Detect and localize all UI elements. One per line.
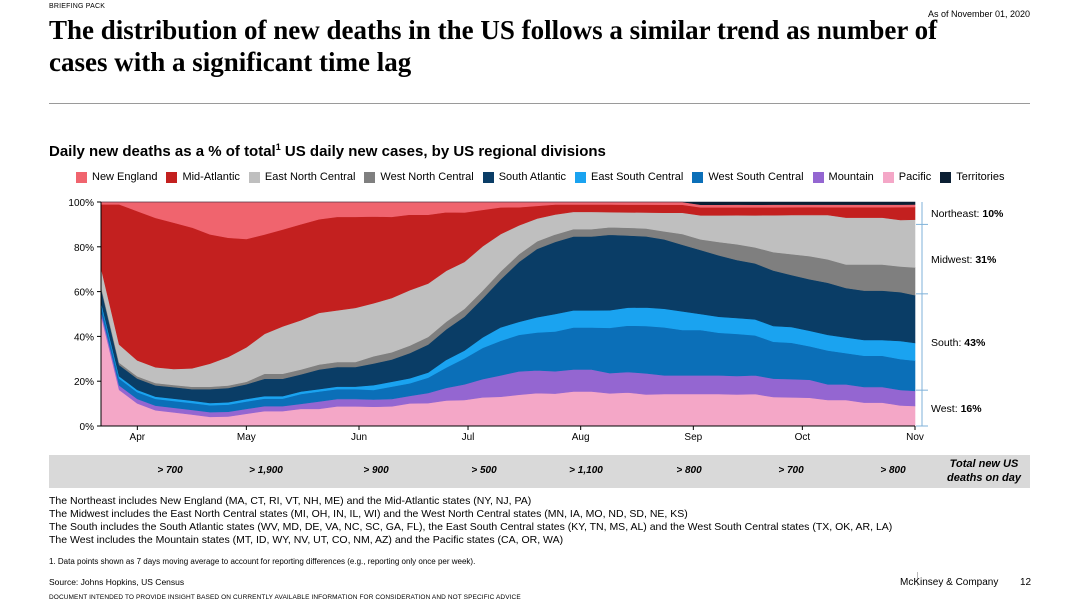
region-share-northeast: 10% (982, 208, 1004, 220)
chart-title: Daily new deaths as a % of total1 US dai… (49, 142, 606, 160)
disclaimer: DOCUMENT INTENDED TO PROVIDE INSIGHT BAS… (49, 594, 521, 601)
region-label-midwest: Midwest: 31% (931, 254, 997, 266)
legend-swatch-territories (940, 171, 952, 183)
legend-label-pacific: Pacific (898, 171, 932, 183)
band-value-3: > 900 (363, 465, 389, 476)
region-share-south: 43% (964, 337, 986, 349)
y-tick-label-0: 0% (80, 422, 95, 433)
y-tick-label-80: 80% (74, 243, 94, 254)
band-value-1: > 700 (157, 465, 183, 476)
x-tick-label-oct: Oct (795, 432, 811, 443)
x-tick-label-may: May (237, 432, 256, 443)
chart-title-rest: US daily new cases, by US regional divis… (280, 143, 606, 160)
region-label-west: West: 16% (931, 403, 982, 415)
legend-swatch-pacific (882, 171, 894, 183)
note-midwest: The Midwest includes the East North Cent… (49, 508, 688, 520)
chart-legend: New England Mid-Atlantic East North Centra… (76, 171, 1014, 183)
legend-swatch-east-south-central (575, 171, 586, 183)
title-divider (49, 103, 1030, 104)
note-west: The West includes the Mountain states (M… (49, 534, 564, 546)
region-label-south: South: 43% (931, 337, 986, 349)
legend-swatch-west-north-central (364, 171, 376, 183)
legend-item-mountain: Mountain (812, 171, 874, 183)
legend-item-new-england: New England (76, 171, 157, 183)
legend-label-west-south-central: West South Central (708, 171, 804, 183)
x-tick-label-jul: Jul (462, 432, 475, 443)
legend-swatch-mid-atlantic (166, 171, 178, 183)
legend-label-east-south-central: East South Central (591, 171, 684, 183)
y-tick-label-60: 60% (74, 288, 94, 299)
footer-divider (917, 572, 918, 586)
page-number: 12 (1020, 577, 1032, 588)
region-name-northeast: Northeast: (931, 208, 982, 220)
legend-item-west-north-central: West North Central (364, 171, 474, 183)
legend-label-east-north-central: East North Central (264, 171, 356, 183)
total-deaths-label-line2: deaths on day (947, 472, 1021, 484)
legend-label-territories: Territories (956, 171, 1005, 183)
stacked-area-chart: 0% 20% 40% 60% 80% 100% Apr May Jun Jul Aug Sep Oct N… (68, 198, 1004, 443)
legend-label-south-atlantic: South Atlantic (498, 171, 566, 183)
legend-item-east-south-central: East South Central (575, 171, 683, 183)
x-tick-label-nov: Nov (906, 432, 924, 443)
band-value-8: > 800 (880, 465, 906, 476)
y-tick-label-40: 40% (74, 332, 94, 343)
note-northeast: The Northeast includes New England (MA, … (49, 495, 532, 507)
band-value-4: > 500 (471, 465, 497, 476)
x-tick-label-aug: Aug (572, 432, 590, 443)
y-tick-label-100: 100% (68, 198, 94, 209)
legend-item-pacific: Pacific (882, 171, 932, 183)
x-tick-label-sep: Sep (684, 432, 702, 443)
region-share-midwest: 31% (975, 254, 997, 266)
band-value-6: > 800 (676, 465, 702, 476)
legend-swatch-west-south-central (692, 171, 704, 183)
chart-title-footnote-mark: 1 (275, 142, 281, 152)
legend-swatch-new-england (76, 171, 87, 183)
total-deaths-label-line1: Total new US (949, 458, 1019, 470)
total-deaths-band: Total new US deaths on day > 700 > 1,900 >… (49, 455, 1030, 488)
as-of-date: As of November 01, 2020 (927, 9, 1030, 19)
legend-item-territories: Territories (940, 171, 1005, 183)
legend-label-mid-atlantic: Mid-Atlantic (182, 171, 240, 183)
note-south: The South includes the South Atlantic st… (49, 521, 893, 533)
legend-label-new-england: New England (92, 171, 158, 183)
region-name-midwest: Midwest: (931, 254, 975, 266)
legend-label-west-north-central: West North Central (380, 171, 474, 183)
footnote: 1. Data points shown as 7 days moving av… (49, 557, 476, 566)
page-title: The distribution of new deaths in the US… (49, 15, 938, 77)
band-value-7: > 700 (778, 465, 804, 476)
legend-swatch-east-north-central (248, 171, 260, 183)
region-name-south: South: (931, 337, 964, 349)
legend-item-south-atlantic: South Atlantic (482, 171, 566, 183)
total-deaths-label: Total new US deaths on day (939, 457, 1029, 485)
briefing-pack-label: BRIEFING PACK (49, 3, 106, 10)
brand-name: McKinsey & Company (900, 577, 999, 588)
legend-swatch-mountain (812, 171, 824, 183)
x-tick-label-apr: Apr (130, 432, 146, 443)
band-value-2: > 1,900 (249, 465, 283, 476)
source-text: Source: Johns Hopkins, US Census (49, 577, 185, 587)
legend-item-mid-atlantic: Mid-Atlantic (166, 171, 240, 183)
band-value-5: > 1,100 (569, 465, 603, 476)
legend-item-east-north-central: East North Central (248, 171, 356, 183)
region-notes: The Northeast includes New England (MA, … (49, 495, 892, 547)
legend-swatch-south-atlantic (482, 171, 494, 183)
y-tick-label-20: 20% (74, 377, 94, 388)
chart-title-main: Daily new deaths as a % of total (49, 143, 276, 160)
region-share-west: 16% (961, 403, 983, 415)
area-territories (101, 201, 916, 206)
region-name-west: West: (931, 403, 961, 415)
legend-item-west-south-central: West South Central (692, 171, 804, 183)
x-tick-label-jun: Jun (351, 432, 367, 443)
region-label-northeast: Northeast: 10% (931, 208, 1004, 220)
legend-label-mountain: Mountain (828, 171, 874, 183)
